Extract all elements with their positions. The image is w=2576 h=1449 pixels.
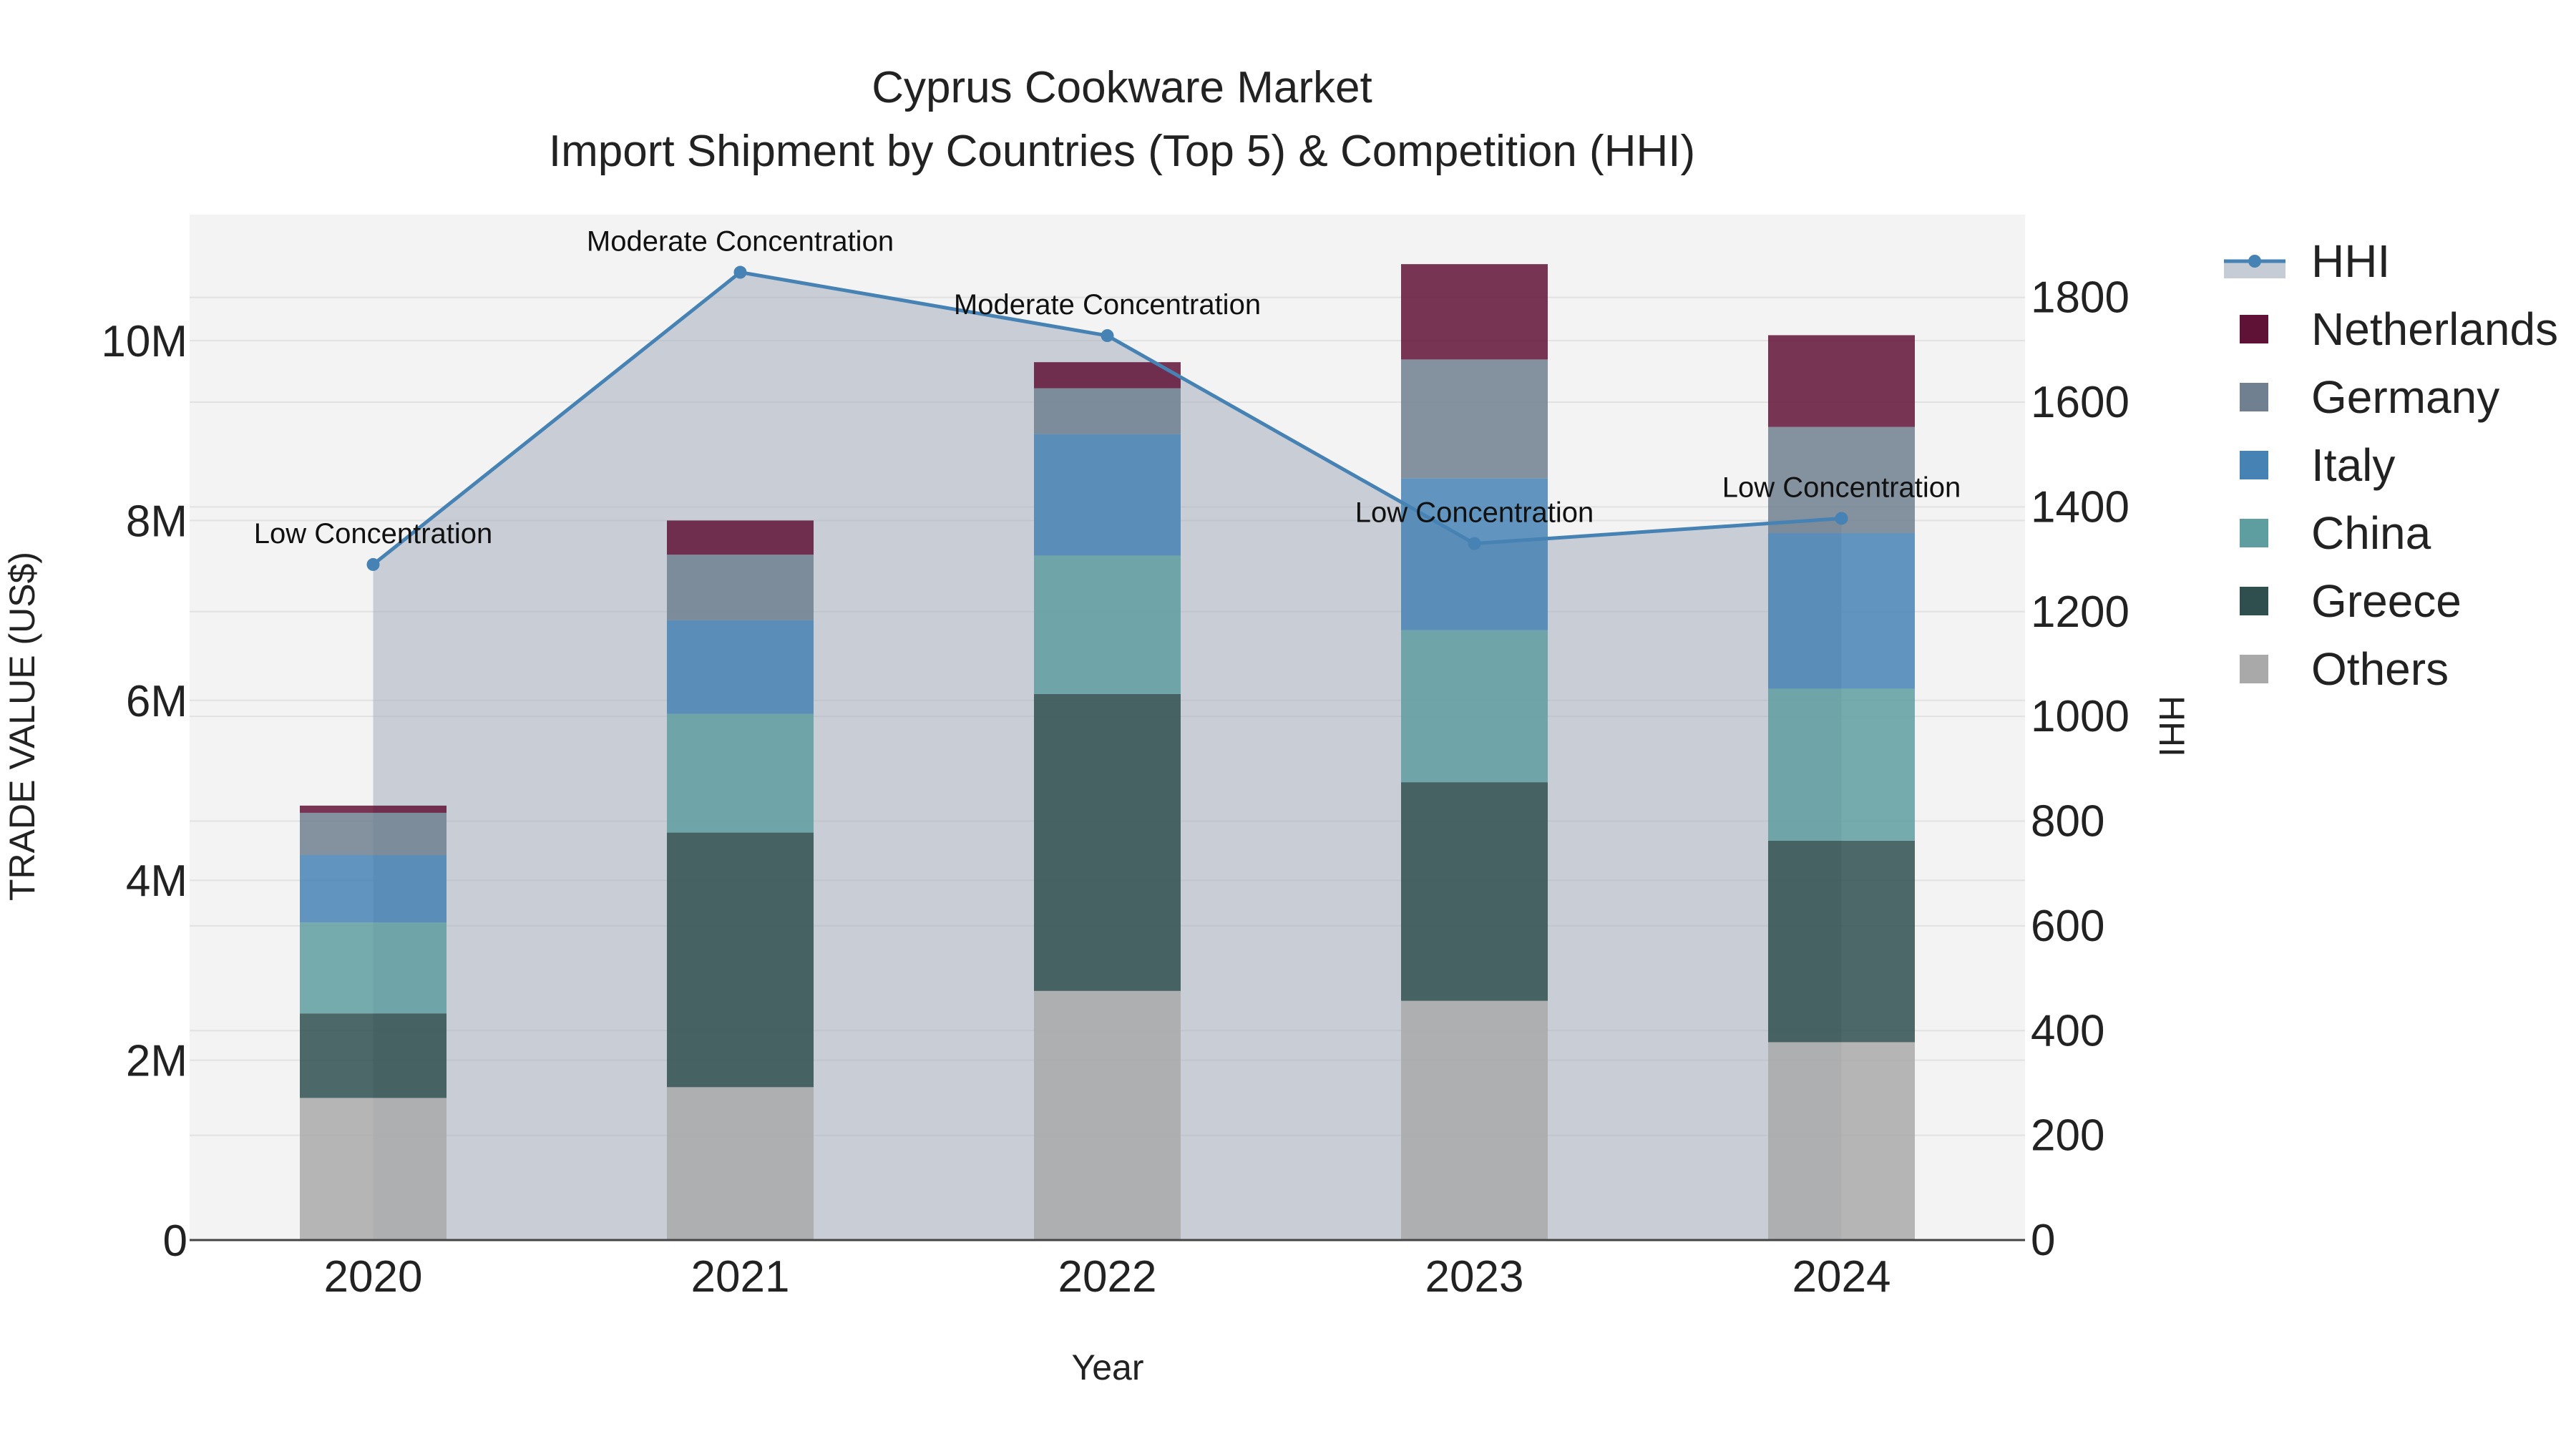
legend-label-hhi: HHI [2311,235,2390,287]
legend-label-china: China [2311,507,2431,559]
bar-netherlands-2024 [1768,335,1915,427]
bar-italy-2022 [1034,434,1181,556]
legend-label-others: Others [2311,643,2449,695]
y2-tick-label: 1400 [2031,482,2129,532]
bar-germany-2022 [1034,388,1181,434]
legend-swatch-italy [2240,451,2268,479]
hhi-label-2023: Low Concentration [1355,497,1594,529]
bar-china-2021 [667,713,814,833]
legend-swatch-germany [2240,383,2268,411]
bar-germany-2020 [300,812,447,855]
hhi-point-2022 [1101,329,1114,343]
legend-swatch-greece [2240,587,2268,615]
y-tick-label: 6M [126,677,187,726]
y2-tick-label: 0 [2031,1216,2055,1265]
y2-tick-label: 800 [2031,797,2104,847]
bar-germany-2023 [1401,359,1548,479]
bar-greece-2022 [1034,693,1181,991]
legend-swatch-china [2240,519,2268,547]
bar-italy-2020 [300,854,447,923]
bar-others-2022 [1034,990,1181,1240]
x-tick-label: 2022 [1058,1252,1157,1302]
chart-title: Cyprus Cookware Market [872,63,1372,112]
y-tick-label: 0 [163,1216,187,1266]
x-tick-label: 2021 [691,1252,790,1302]
y-axis-title: TRADE VALUE (US$) [2,552,42,901]
y2-axis-title: HHI [2152,696,2192,757]
hhi-label-2024: Low Concentration [1722,472,1961,503]
chart-subtitle: Import Shipment by Countries (Top 5) & C… [549,127,1695,176]
bar-netherlands-2021 [667,520,814,555]
bar-greece-2024 [1768,840,1915,1043]
bar-greece-2020 [300,1013,447,1098]
y2-tick-label: 1200 [2031,587,2129,637]
hhi-point-2024 [1835,512,1848,525]
bar-china-2024 [1768,688,1915,841]
hhi-label-2020: Low Concentration [254,518,493,550]
bars-group [300,264,1915,1240]
legend-hhi-marker [2248,255,2261,268]
bar-greece-2023 [1401,782,1548,1001]
x-tick-label: 2020 [324,1252,423,1302]
hhi-point-2023 [1468,537,1481,550]
bar-italy-2024 [1768,532,1915,689]
hhi-label-2021: Moderate Concentration [587,226,894,258]
bar-italy-2021 [667,620,814,714]
legend-swatch-netherlands [2240,315,2268,343]
hhi-point-2020 [366,557,380,571]
y2-tick-label: 600 [2031,902,2104,951]
bar-netherlands-2022 [1034,362,1181,389]
bar-netherlands-2020 [300,805,447,813]
bar-germany-2021 [667,555,814,620]
legend: HHI Netherlands Germany Italy China Greece Oth… [2224,235,2558,695]
bar-china-2023 [1401,630,1548,783]
axes-group: 0 2M 4M 6M 8M 10M 0 200 400 600 800 1000 1200 1400 160… [101,273,2129,1302]
hhi-line-group: Low Concentration Moderate Concentration M… [254,226,1961,571]
y2-tick-label: 400 [2031,1006,2104,1055]
y2-tick-label: 200 [2031,1111,2104,1161]
y-tick-label: 2M [126,1037,187,1086]
bar-others-2021 [667,1087,814,1240]
bar-italy-2023 [1401,478,1548,630]
legend-label-greece: Greece [2311,575,2462,627]
y2-tick-label: 1000 [2031,692,2129,741]
y-tick-label: 8M [126,497,187,546]
y2-tick-label: 1600 [2031,378,2129,427]
hhi-point-2021 [733,265,747,279]
bar-netherlands-2023 [1401,264,1548,360]
y2-tick-label: 1800 [2031,273,2129,323]
bar-china-2020 [300,922,447,1014]
x-tick-label: 2023 [1425,1252,1524,1302]
hhi-label-2022: Moderate Concentration [954,289,1261,321]
bar-greece-2021 [667,832,814,1088]
legend-label-netherlands: Netherlands [2311,303,2558,355]
y-tick-label: 4M [126,857,187,906]
legend-label-italy: Italy [2311,439,2395,491]
bar-others-2023 [1401,1000,1548,1240]
y-tick-label: 10M [101,317,187,366]
legend-swatch-others [2240,655,2268,683]
bar-china-2022 [1034,555,1181,694]
x-axis-title: Year [1071,1347,1143,1387]
legend-label-germany: Germany [2311,371,2499,423]
x-tick-label: 2024 [1792,1252,1891,1302]
bar-others-2020 [300,1098,447,1240]
bar-others-2024 [1768,1042,1915,1240]
